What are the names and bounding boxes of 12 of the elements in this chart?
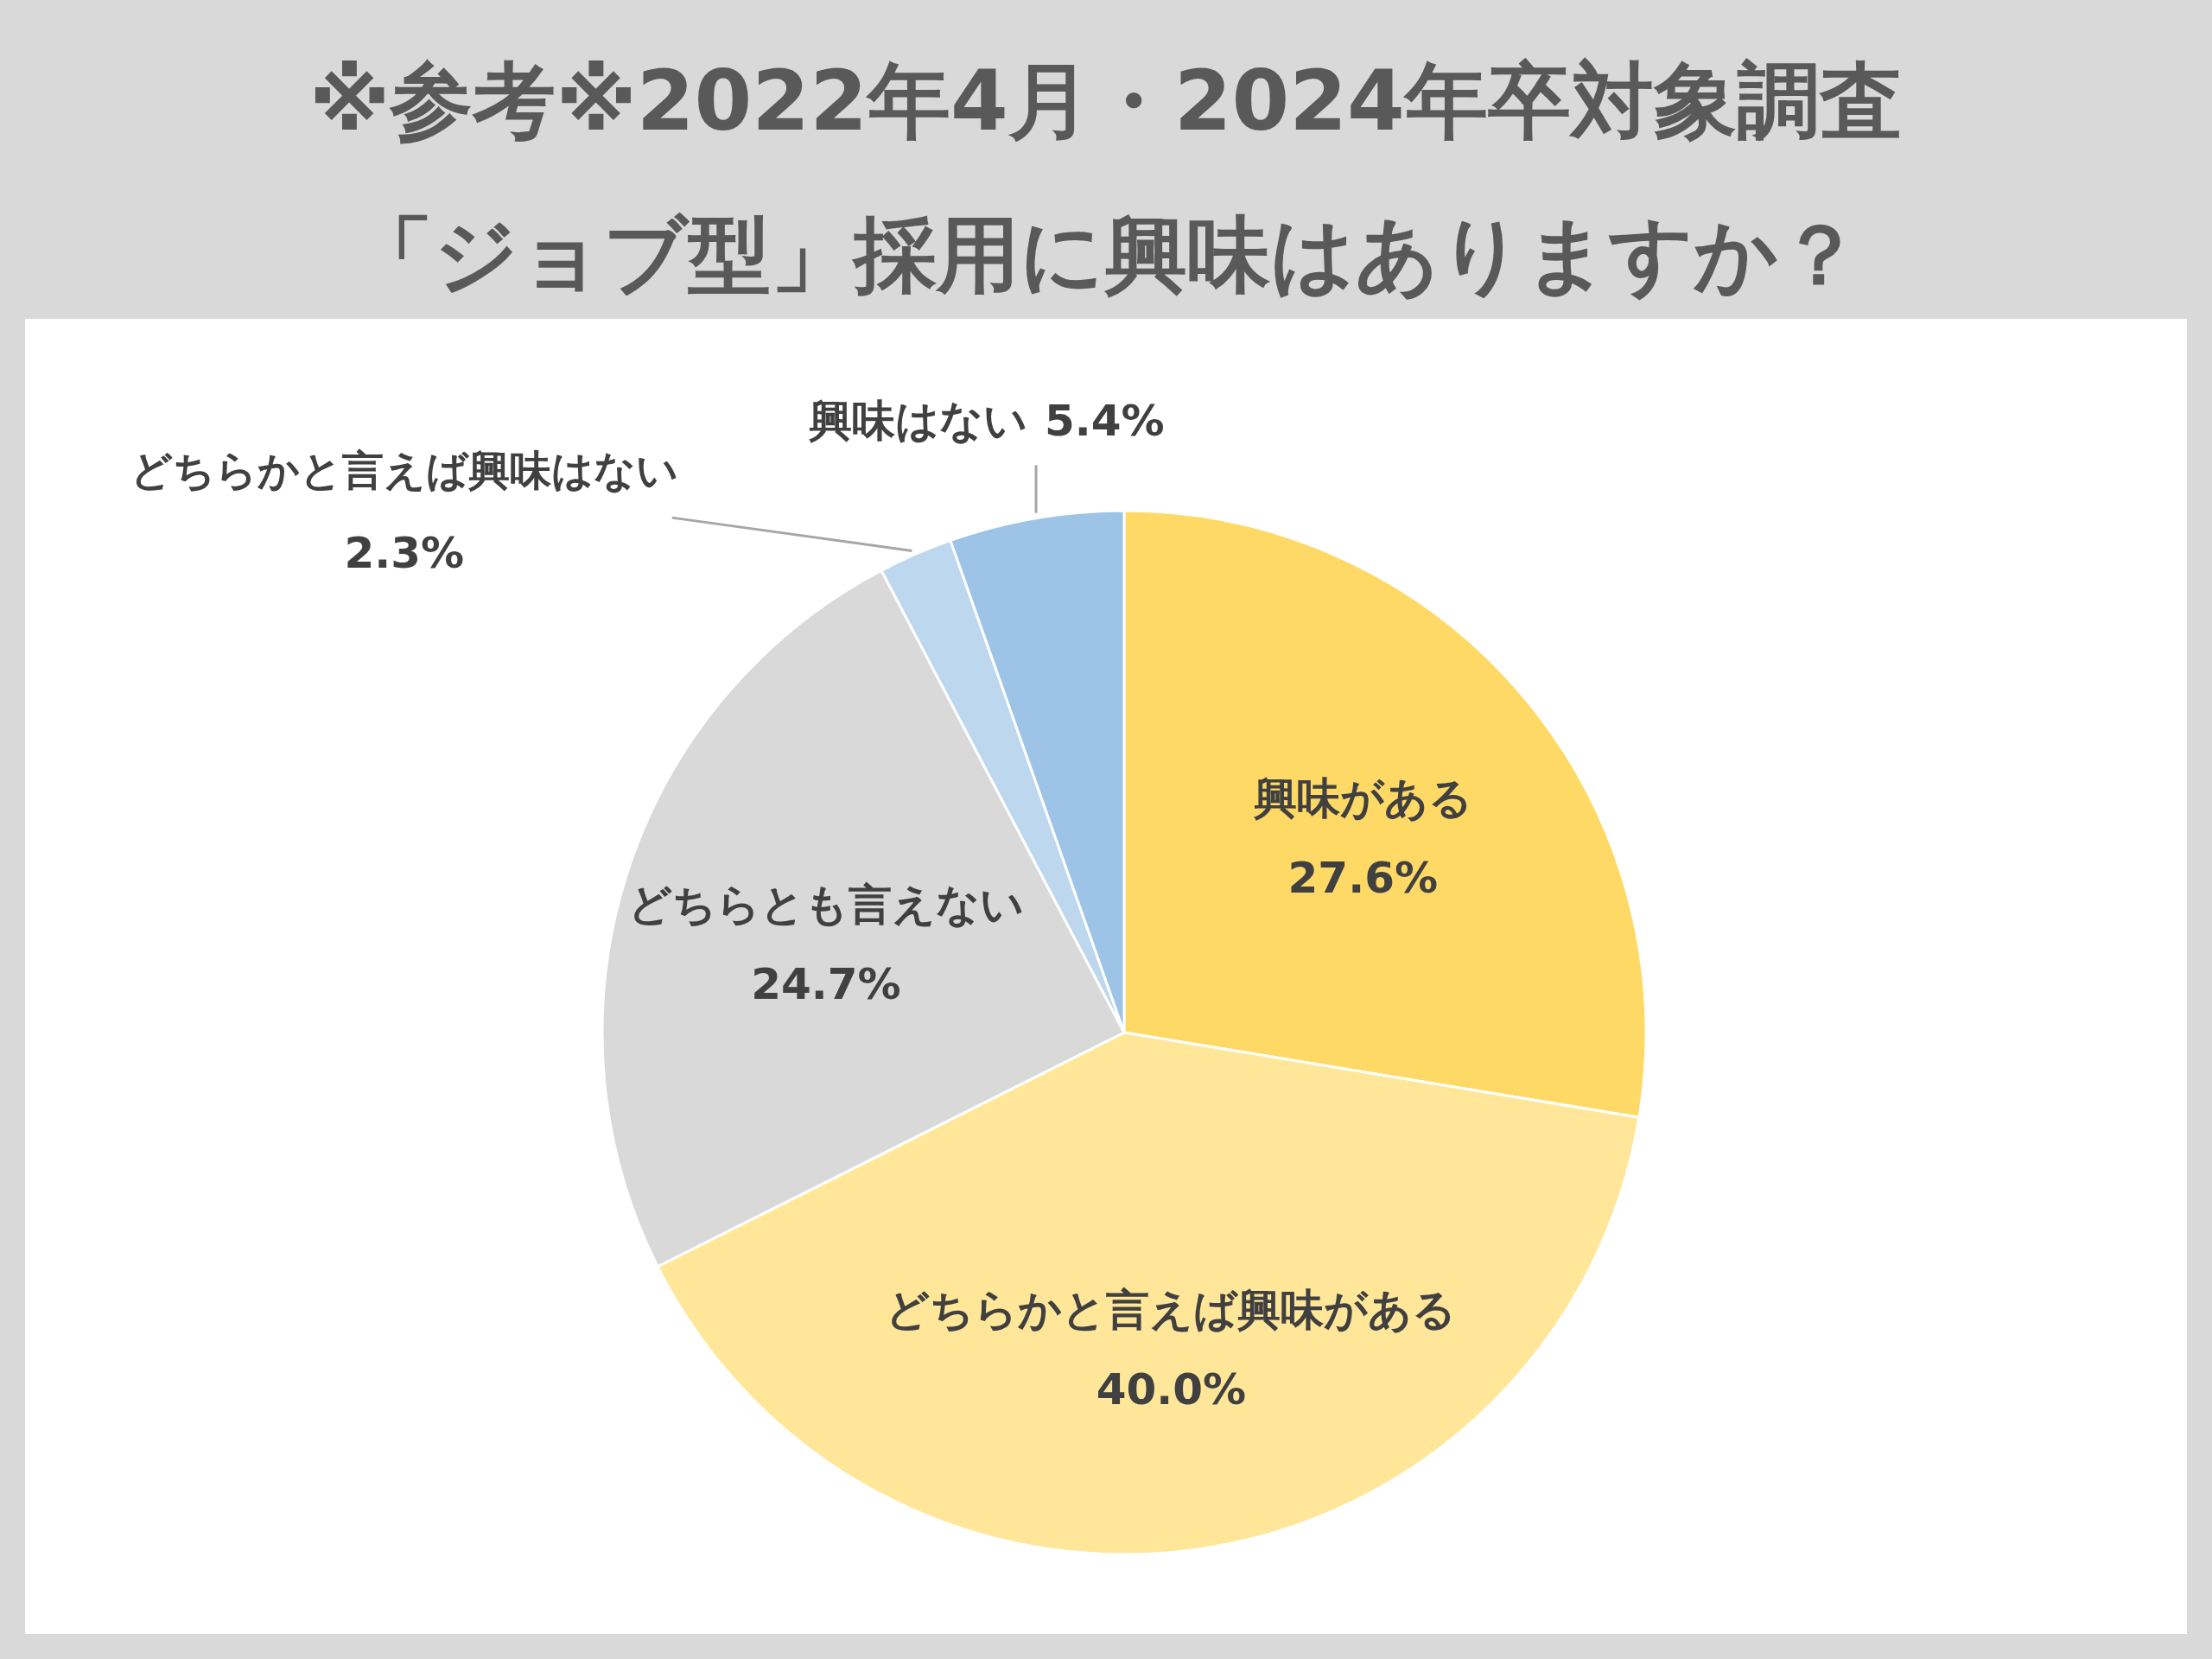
slice-label: どちらかと言えば興味がある (886, 1285, 1457, 1336)
slice-label: 興味がある (1252, 772, 1472, 823)
data-label: 27.6% (1287, 852, 1439, 903)
slice-label: 興味はない (808, 396, 1028, 447)
chart-title: ※参考※2022年4月・2024年卒対象調査 (309, 53, 1903, 149)
data-label: 24.7% (751, 959, 901, 1010)
slice-label: どちらとも言えない (627, 880, 1024, 931)
data-label: 2.3% (344, 528, 465, 579)
chart-subtitle: 「ジョブ型」採用に興味はありますか？ (351, 207, 1861, 303)
data-label: 5.4% (1045, 396, 1165, 447)
data-label: 40.0% (1096, 1364, 1247, 1415)
slice-label: どちらかと言えば興味はない (130, 445, 678, 494)
